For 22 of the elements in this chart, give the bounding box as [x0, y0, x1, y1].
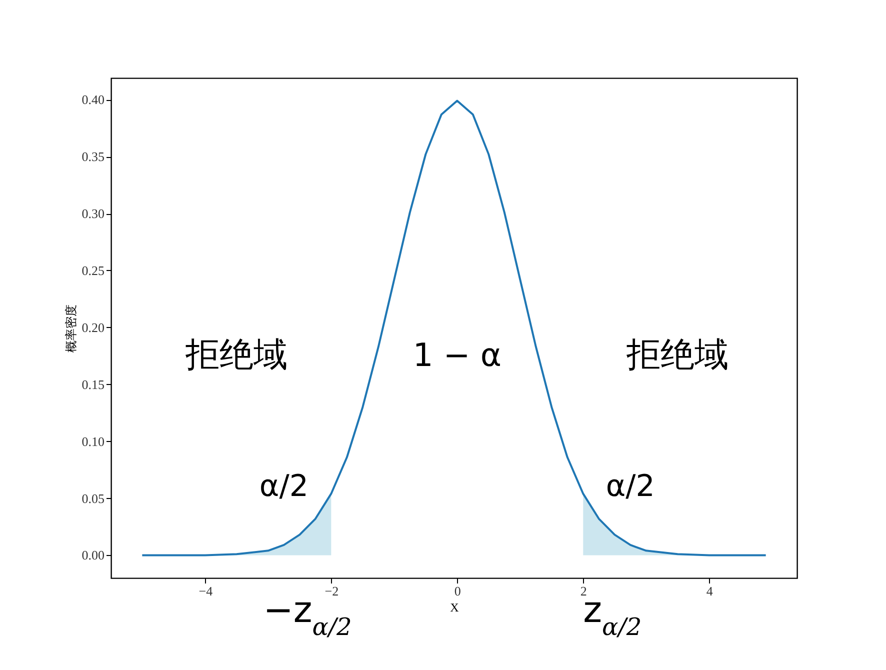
y-tick-label: 0.20	[82, 320, 104, 335]
x-tick-label: 4	[706, 584, 714, 598]
x-tick-label: 2	[580, 584, 587, 598]
x-axis-title: X	[450, 600, 460, 614]
x-tick-label: −4	[198, 584, 214, 598]
y-tick-label: 0.15	[82, 376, 104, 392]
y-tick-label: 0.25	[82, 262, 104, 278]
annotation: 拒绝域	[626, 334, 729, 375]
y-tick-label: 0.35	[82, 149, 104, 164]
y-tick-label: 0.00	[82, 548, 104, 563]
y-tick-label: 0.30	[82, 206, 104, 222]
line-series	[141, 100, 767, 556]
annotation: α/2	[606, 468, 655, 504]
x-tick-label: −2	[324, 584, 339, 598]
y-tick-label: 0.40	[82, 92, 104, 108]
x-tick-label: 0	[454, 584, 461, 598]
annotation: 拒绝域	[184, 334, 288, 375]
y-tick-label: 0.05	[82, 490, 104, 506]
y-axis-title: 概率密度	[64, 304, 78, 352]
annotation: α/2	[259, 468, 308, 504]
y-tick-label: 0.10	[82, 434, 104, 449]
annotation: 1 − α	[412, 336, 502, 374]
